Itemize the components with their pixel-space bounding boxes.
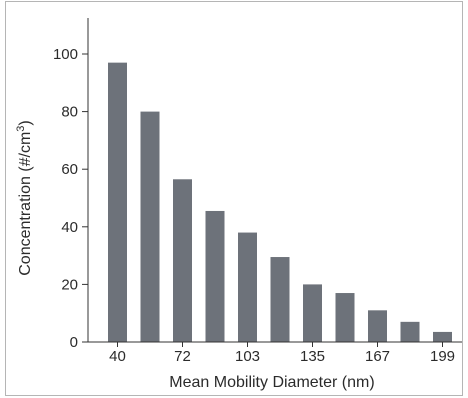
bar-40 xyxy=(108,62,127,342)
y-axis-title: Concentration (#/cm3) xyxy=(15,120,34,276)
tick-labels: 0 20 40 60 80 100 40 72 103 135 167 199 xyxy=(53,46,455,365)
x-tick-label-103: 103 xyxy=(235,348,260,365)
bar-103 xyxy=(238,232,257,342)
x-tick-label-199: 199 xyxy=(430,348,455,365)
bar-56 xyxy=(140,111,160,342)
bar-151 xyxy=(335,293,355,342)
y-tick-label-60: 60 xyxy=(61,161,78,178)
y-axis-title-superscript: 3 xyxy=(15,126,27,132)
bar-72 xyxy=(173,179,192,342)
axes xyxy=(82,18,462,347)
bar-135 xyxy=(303,284,322,342)
y-axis-title-main: Concentration (#/cm xyxy=(17,132,34,276)
chart-border xyxy=(5,1,463,396)
x-tick-label-40: 40 xyxy=(109,348,126,365)
y-tick-label-80: 80 xyxy=(61,104,78,121)
bar-88 xyxy=(205,210,225,342)
bar-119 xyxy=(270,257,290,342)
x-tick-label-72: 72 xyxy=(174,348,191,365)
bar-183 xyxy=(400,321,420,342)
bars xyxy=(108,62,452,342)
y-tick-label-20: 20 xyxy=(61,276,78,293)
y-tick-label-0: 0 xyxy=(70,334,78,351)
bar-199 xyxy=(433,331,452,342)
chart-frame xyxy=(5,1,463,396)
y-tick-label-100: 100 xyxy=(53,46,78,63)
x-axis-title: Mean Mobility Diameter (nm) xyxy=(169,374,374,391)
x-tick-label-167: 167 xyxy=(365,348,390,365)
y-tick-label-40: 40 xyxy=(61,219,78,236)
bar-167 xyxy=(368,310,387,342)
y-axis-title-suffix: ) xyxy=(17,120,34,125)
x-tick-label-135: 135 xyxy=(300,348,325,365)
